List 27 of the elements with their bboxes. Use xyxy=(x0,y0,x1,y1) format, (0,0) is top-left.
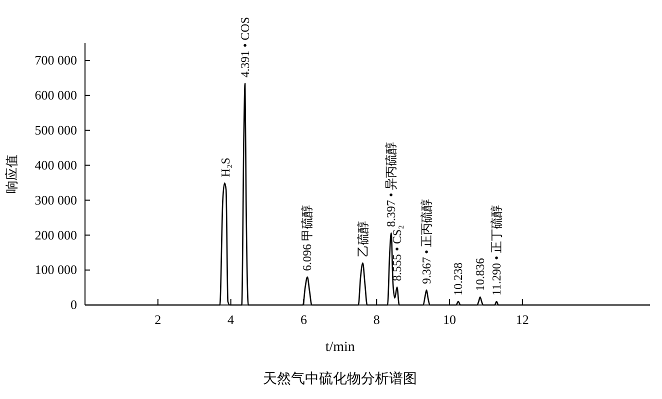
y-axis-title: 响应值 xyxy=(4,154,19,194)
y-tick-label: 500 000 xyxy=(34,122,77,138)
y-tick-label: 300 000 xyxy=(34,192,77,208)
y-tick-label: 0 xyxy=(70,297,77,312)
y-tick-label: 700 000 xyxy=(34,52,77,68)
y-tick-label: 100 000 xyxy=(34,262,77,278)
x-tick-label: 12 xyxy=(516,312,529,328)
x-tick-label: 8 xyxy=(373,312,380,328)
y-tick-label: 200 000 xyxy=(34,227,77,242)
annotation: H₂S xyxy=(218,158,232,178)
y-tick-label: 600 000 xyxy=(34,88,77,103)
annotation: 乙硫醇 xyxy=(356,221,370,258)
text: 天然气中硫化物分析谱图 xyxy=(263,371,418,387)
annotation: 4.391 • COS xyxy=(238,16,252,78)
annotation: 10.238 xyxy=(451,262,466,296)
y-tick-label: 400 000 xyxy=(34,157,77,172)
annotation: 11.290 • 正丁硫醇 xyxy=(490,204,504,296)
annotation: 6.096 甲硫醇 xyxy=(300,205,314,272)
annotation: 9.367 • 正丙硫醇 xyxy=(419,198,434,284)
x-tick-label: 10 xyxy=(443,312,456,328)
x-tick-label: 2 xyxy=(154,312,162,328)
x-axis-title: t/min xyxy=(325,340,355,355)
annotation: 10.836 xyxy=(472,258,487,291)
x-tick-label: 4 xyxy=(228,312,235,328)
annotation: 8.397 • 异丙硫醇 xyxy=(384,142,398,228)
annotation: 8.555 • CS₂ xyxy=(390,225,404,282)
x-tick-label: 6 xyxy=(300,312,308,328)
